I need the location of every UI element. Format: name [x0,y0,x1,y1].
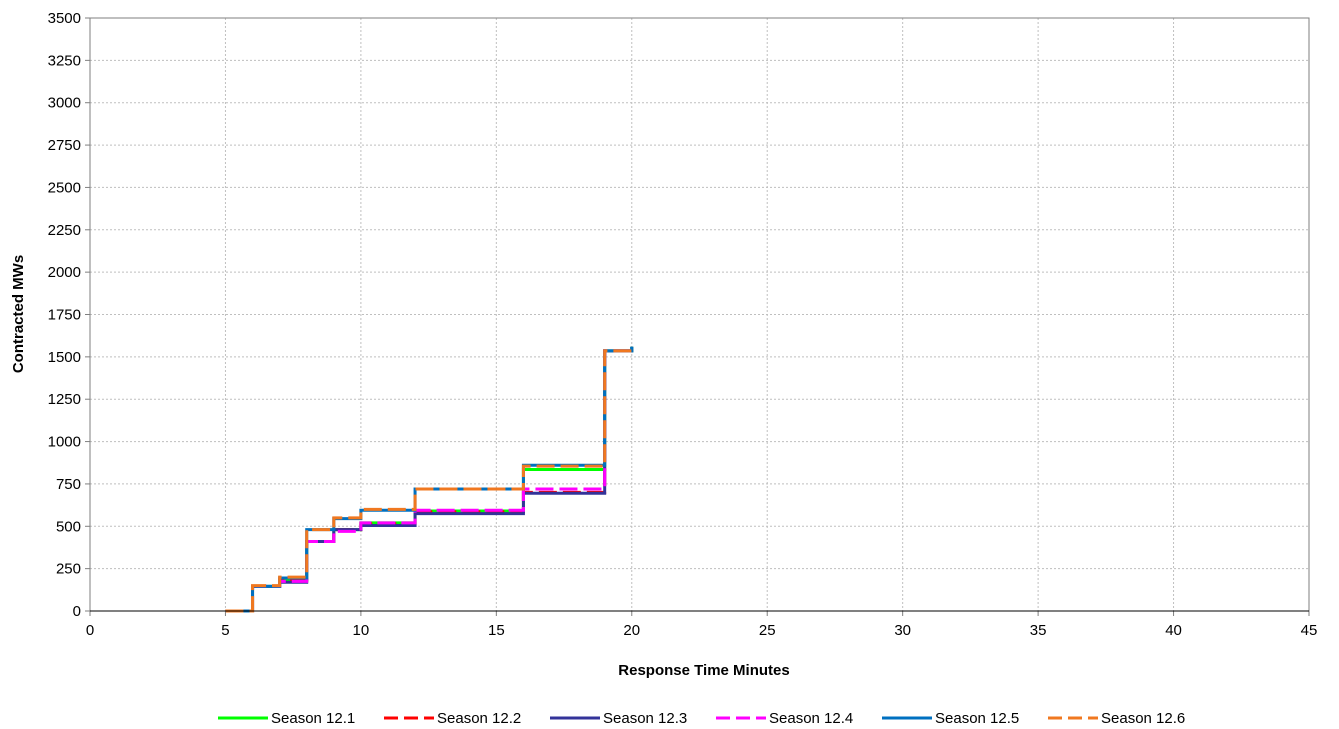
series-line-3 [225,346,634,613]
y-tick-label: 2750 [48,137,81,154]
axes [85,17,1310,616]
y-tick-label: 2000 [48,264,81,281]
legend-label-3: Season 12.3 [603,710,687,727]
x-tick-label: 30 [894,622,911,639]
y-tick-label: 1250 [48,391,81,408]
x-tick-label: 15 [488,622,505,639]
legend-label-4: Season 12.4 [769,710,853,727]
legend-label-5: Season 12.5 [935,710,1019,727]
x-tick-label: 40 [1165,622,1182,639]
tick-labels: 0250500750100012501500175020002250250027… [48,10,1318,639]
y-axis-title: Contracted MWs [10,255,27,373]
y-tick-label: 3000 [48,95,81,112]
series-line-1 [225,346,634,613]
y-tick-label: 2250 [48,222,81,239]
y-tick-label: 1750 [48,307,81,324]
y-tick-label: 3500 [48,10,81,27]
y-tick-label: 3250 [48,52,81,69]
legend-label-1: Season 12.1 [271,710,355,727]
series-line-5 [225,346,634,613]
y-tick-label: 1000 [48,434,81,451]
series-line-2 [225,346,634,613]
legend-label-6: Season 12.6 [1101,710,1185,727]
x-tick-label: 10 [353,622,370,639]
x-tick-label: 45 [1301,622,1318,639]
legend: Season 12.1 Season 12.2 Season 12.3 Season … [218,710,1185,727]
x-tick-label: 25 [759,622,776,639]
x-tick-label: 35 [1030,622,1047,639]
grid-lines [90,18,1309,611]
series-lines [225,346,634,613]
x-tick-label: 0 [86,622,94,639]
series-line-6 [225,346,634,613]
series-line-4 [225,346,634,613]
y-tick-label: 1500 [48,349,81,366]
y-tick-label: 500 [56,518,81,535]
legend-label-2: Season 12.2 [437,710,521,727]
x-tick-label: 20 [623,622,640,639]
y-tick-label: 250 [56,561,81,578]
y-tick-label: 750 [56,476,81,493]
y-tick-label: 0 [73,603,81,620]
y-tick-label: 2500 [48,179,81,196]
x-tick-label: 5 [221,622,229,639]
x-axis-title: Response Time Minutes [618,662,789,679]
